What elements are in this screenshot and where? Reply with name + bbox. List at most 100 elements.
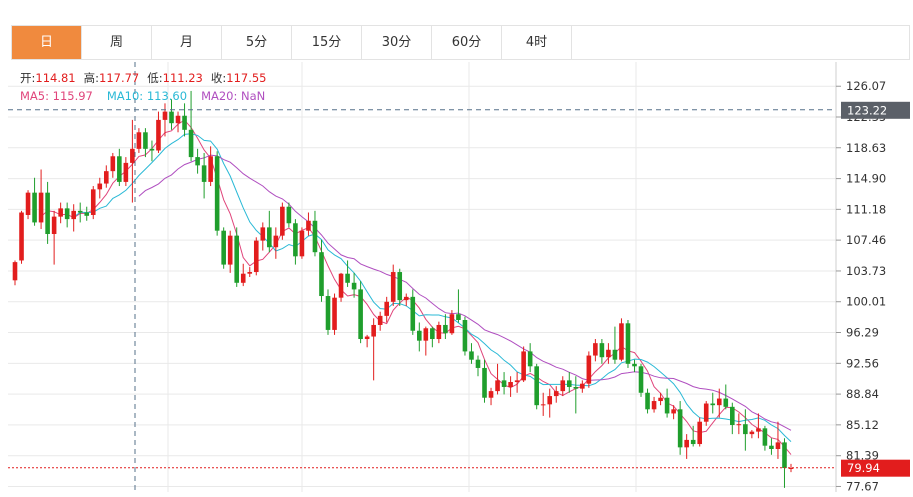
candle [495, 363, 500, 395]
candle [736, 413, 742, 435]
candle [130, 119, 135, 203]
candle-body [788, 468, 794, 470]
candle [390, 264, 396, 306]
tab-0[interactable]: 日 [12, 26, 82, 59]
ohlc-legend-label: 开: [20, 71, 35, 85]
candle [162, 103, 168, 137]
candle-body [117, 156, 122, 182]
candle [417, 322, 422, 352]
candle [730, 402, 735, 435]
tab-5[interactable]: 30分 [362, 26, 432, 59]
candle-body [299, 230, 305, 257]
candle [260, 222, 266, 251]
y-tick-label: 85.12 [846, 418, 879, 432]
candle [299, 227, 305, 259]
candle [332, 293, 337, 335]
candle-body [51, 216, 57, 234]
candle [580, 380, 585, 393]
candle-body [456, 314, 461, 320]
tab-4[interactable]: 15分 [292, 26, 362, 59]
candle [566, 372, 572, 393]
candle [319, 239, 324, 302]
candle-body [253, 240, 259, 273]
candle-body [38, 192, 44, 223]
candle-body [606, 349, 611, 358]
candle-body [651, 401, 657, 410]
tab-7[interactable]: 4时 [502, 26, 572, 59]
candle [449, 310, 455, 335]
candle [208, 146, 213, 187]
candle-body [306, 220, 311, 231]
candle-body [599, 343, 605, 358]
tab-1[interactable]: 周 [82, 26, 152, 59]
candle-body [149, 148, 155, 151]
ma-legend: MA5: 115.97 MA10: 113.60 MA20: NaN [20, 89, 265, 103]
price-axis: 126.07122.35118.63114.90111.18107.46103.… [836, 79, 910, 493]
candle [677, 401, 683, 455]
candle [182, 103, 187, 137]
candle-body [573, 386, 579, 389]
candle-body [403, 296, 409, 301]
candle [221, 227, 226, 269]
candle-body [156, 119, 161, 151]
candle-body [475, 359, 481, 368]
candle [697, 417, 703, 447]
candle [64, 202, 70, 228]
y-tick-label: 111.18 [846, 202, 886, 216]
candle [397, 268, 403, 306]
candle [540, 392, 546, 416]
candle-body [410, 296, 416, 331]
candle [560, 376, 566, 397]
ohlc-legend-value: 114.81 [35, 71, 75, 85]
tab-3[interactable]: 5分 [222, 26, 292, 59]
candle [749, 429, 755, 439]
candle-body [280, 206, 285, 236]
candle [77, 202, 83, 223]
candle-body [162, 111, 168, 120]
candle-body [227, 235, 233, 265]
candle-body [273, 235, 279, 248]
candle-body [32, 192, 37, 223]
y-tick-label: 103.73 [846, 264, 886, 278]
candle-body [332, 297, 337, 330]
candle-body [703, 403, 709, 422]
candle [136, 128, 142, 153]
candle [267, 210, 272, 253]
candle-body [175, 115, 181, 124]
candle-body [723, 398, 729, 407]
y-tick-label: 118.63 [846, 141, 886, 155]
candle [351, 272, 357, 298]
candle [97, 177, 103, 199]
ohlc-legend-label: 高: [84, 71, 99, 85]
candle-body [762, 428, 768, 446]
candle [358, 281, 363, 344]
y-tick-label: 81.39 [846, 449, 879, 463]
candle [475, 355, 481, 377]
candle-body [736, 424, 742, 426]
candle [482, 359, 487, 403]
candle [38, 169, 44, 230]
candle-body [743, 424, 748, 435]
candle [156, 111, 161, 153]
candle-body [756, 428, 761, 432]
tab-2[interactable]: 月 [152, 26, 222, 59]
tab-6[interactable]: 60分 [432, 26, 502, 59]
candle-body [267, 227, 272, 248]
candle [743, 409, 748, 451]
candle [45, 181, 50, 244]
candle-body [521, 351, 526, 381]
ma10-line [73, 133, 792, 442]
candle [25, 190, 31, 220]
candle-body [45, 192, 50, 234]
candle-body [625, 323, 631, 364]
candle-body [123, 162, 129, 182]
ma-legend-item: MA20: NaN [201, 89, 265, 103]
ohlc-legend: 开:114.81 高:117.77 低:111.23 收:117.55 [20, 71, 267, 85]
candle [684, 434, 689, 459]
y-tick-label: 77.67 [846, 479, 879, 493]
candle-body [240, 273, 246, 283]
candle [664, 388, 670, 418]
ohlc-legend-label: 收: [211, 71, 226, 85]
candle [201, 152, 207, 199]
